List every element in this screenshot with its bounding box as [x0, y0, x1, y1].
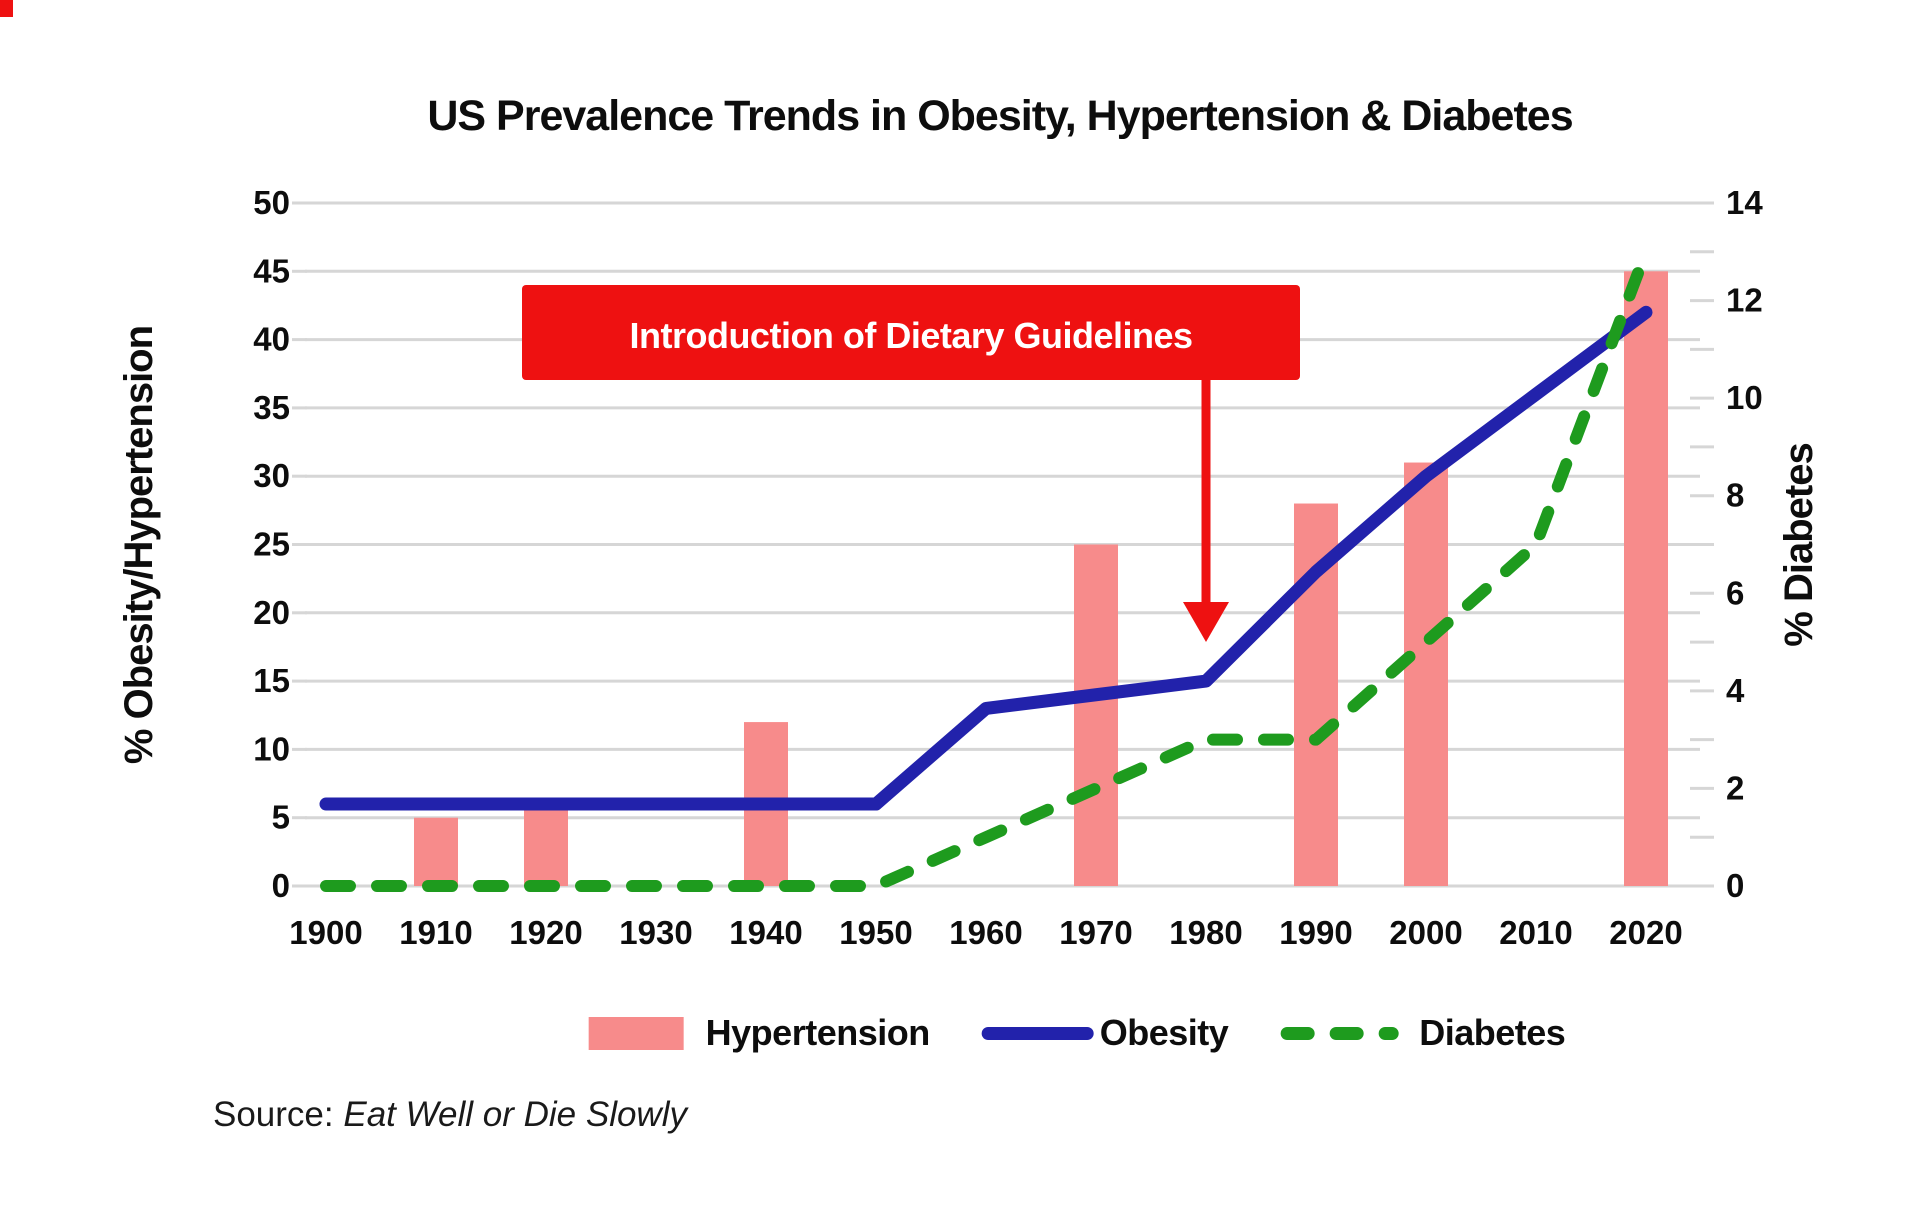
x-axis-label: 2010	[1499, 914, 1572, 951]
hypertension-bar-1970	[1074, 544, 1118, 886]
left-axis-tick-label: 35	[253, 389, 290, 426]
x-axis-label: 1970	[1059, 914, 1132, 951]
legend-swatch-hypertension	[588, 1016, 684, 1050]
legend: Hypertension Obesity Diabetes	[588, 1012, 1566, 1054]
legend-swatch-diabetes	[1280, 1026, 1413, 1040]
annotation-box	[522, 285, 1300, 380]
diabetes-line	[320, 245, 1652, 892]
x-axis-label: 1980	[1169, 914, 1242, 951]
x-axis-label: 1910	[399, 914, 472, 951]
left-axis-tick-label: 5	[272, 799, 290, 836]
right-axis-title: % Diabetes	[1777, 443, 1821, 646]
annotation-label: Introduction of Dietary Guidelines	[629, 315, 1192, 356]
x-axis-label: 1940	[729, 914, 802, 951]
x-axis-label: 1920	[509, 914, 582, 951]
corner-artifact	[0, 0, 13, 17]
legend-label-hypertension: Hypertension	[705, 1012, 931, 1053]
left-axis-tick-label: 15	[253, 662, 290, 699]
right-axis-tick-label: 8	[1726, 477, 1744, 514]
x-axis-label: 1990	[1279, 914, 1352, 951]
right-axis-tick-label: 14	[1726, 184, 1763, 221]
plot-area: 0 5 10 15 20 25 30 35 40 45 50 0 2 4 6 8 10 12 14 1900 1910 1…	[253, 184, 1763, 951]
x-axis-label: 1930	[619, 914, 692, 951]
x-axis-label: 1960	[949, 914, 1022, 951]
legend-dash-diabetes	[1280, 1026, 1315, 1040]
hypertension-bar-2020	[1624, 271, 1668, 886]
x-axis-label: 1900	[289, 914, 362, 951]
source-citation: Eat Well or Die Slowly	[343, 1095, 687, 1134]
right-axis-tick-label: 12	[1726, 282, 1763, 319]
source-prefix: Source:	[213, 1095, 344, 1134]
right-axis-tick-label: 10	[1726, 379, 1763, 416]
x-axis-label: 1950	[839, 914, 912, 951]
legend-swatch-obesity	[981, 1026, 1094, 1040]
left-axis-tick-label: 0	[272, 867, 290, 904]
hypertension-bar-1910	[414, 817, 458, 886]
obesity-line	[319, 305, 1653, 811]
legend-label-obesity: Obesity	[1099, 1012, 1229, 1053]
legend-dash-diabetes	[1329, 1026, 1364, 1040]
left-axis-tick-label: 20	[253, 594, 290, 631]
right-axis-tick-label: 0	[1726, 867, 1744, 904]
right-axis-tick-label: 6	[1726, 574, 1744, 611]
hypertension-bar-1920	[524, 804, 568, 886]
left-axis-tick-label: 50	[253, 184, 290, 221]
legend-dash-diabetes	[1378, 1026, 1399, 1040]
left-axis-tick-label: 10	[253, 730, 290, 767]
left-axis-tick-label: 25	[253, 526, 290, 563]
hypertension-bar-2000	[1404, 462, 1448, 886]
x-axis-label: 2000	[1389, 914, 1462, 951]
x-axis-label: 2020	[1609, 914, 1682, 951]
right-axis-tick-label: 4	[1726, 672, 1745, 709]
chart-title: US Prevalence Trends in Obesity, Hyperte…	[427, 92, 1572, 140]
source-note: Source: Eat Well or Die Slowly	[213, 1095, 687, 1135]
left-axis-title: % Obesity/Hypertension	[117, 326, 161, 764]
left-axis-tick-label: 30	[253, 457, 290, 494]
left-axis-tick-label: 40	[253, 321, 290, 358]
left-axis-tick-label: 45	[253, 252, 290, 289]
right-axis-tick-label: 2	[1726, 769, 1744, 806]
annotation-arrow-head	[1183, 602, 1229, 642]
legend-label-diabetes: Diabetes	[1419, 1012, 1566, 1053]
